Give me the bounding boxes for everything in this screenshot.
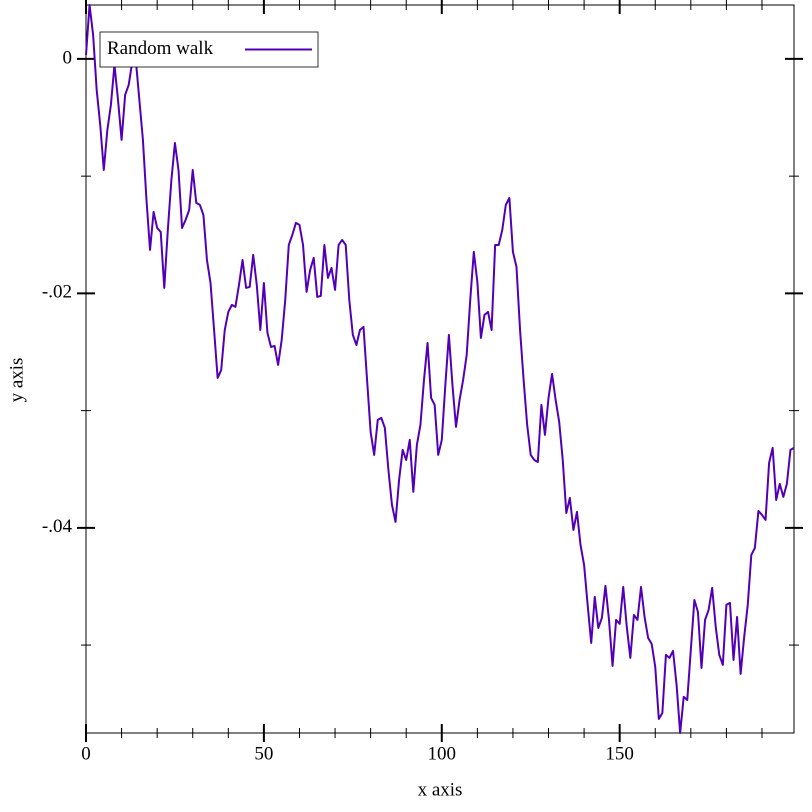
y-axis-label: y axis xyxy=(6,358,27,403)
x-tick-label: 50 xyxy=(254,743,273,764)
legend-label: Random walk xyxy=(107,38,214,59)
line-series xyxy=(85,4,795,734)
plot-frame xyxy=(85,4,795,734)
x-tick-label: 150 xyxy=(605,743,634,764)
y-tick-label: 0 xyxy=(63,47,73,68)
x-tick-label: 0 xyxy=(81,743,91,764)
y-tick-label: -.02 xyxy=(42,282,72,303)
x-axis-label: x axis xyxy=(418,779,463,800)
x-tick-label: 100 xyxy=(428,743,457,764)
y-tick-label: -.04 xyxy=(42,516,73,537)
